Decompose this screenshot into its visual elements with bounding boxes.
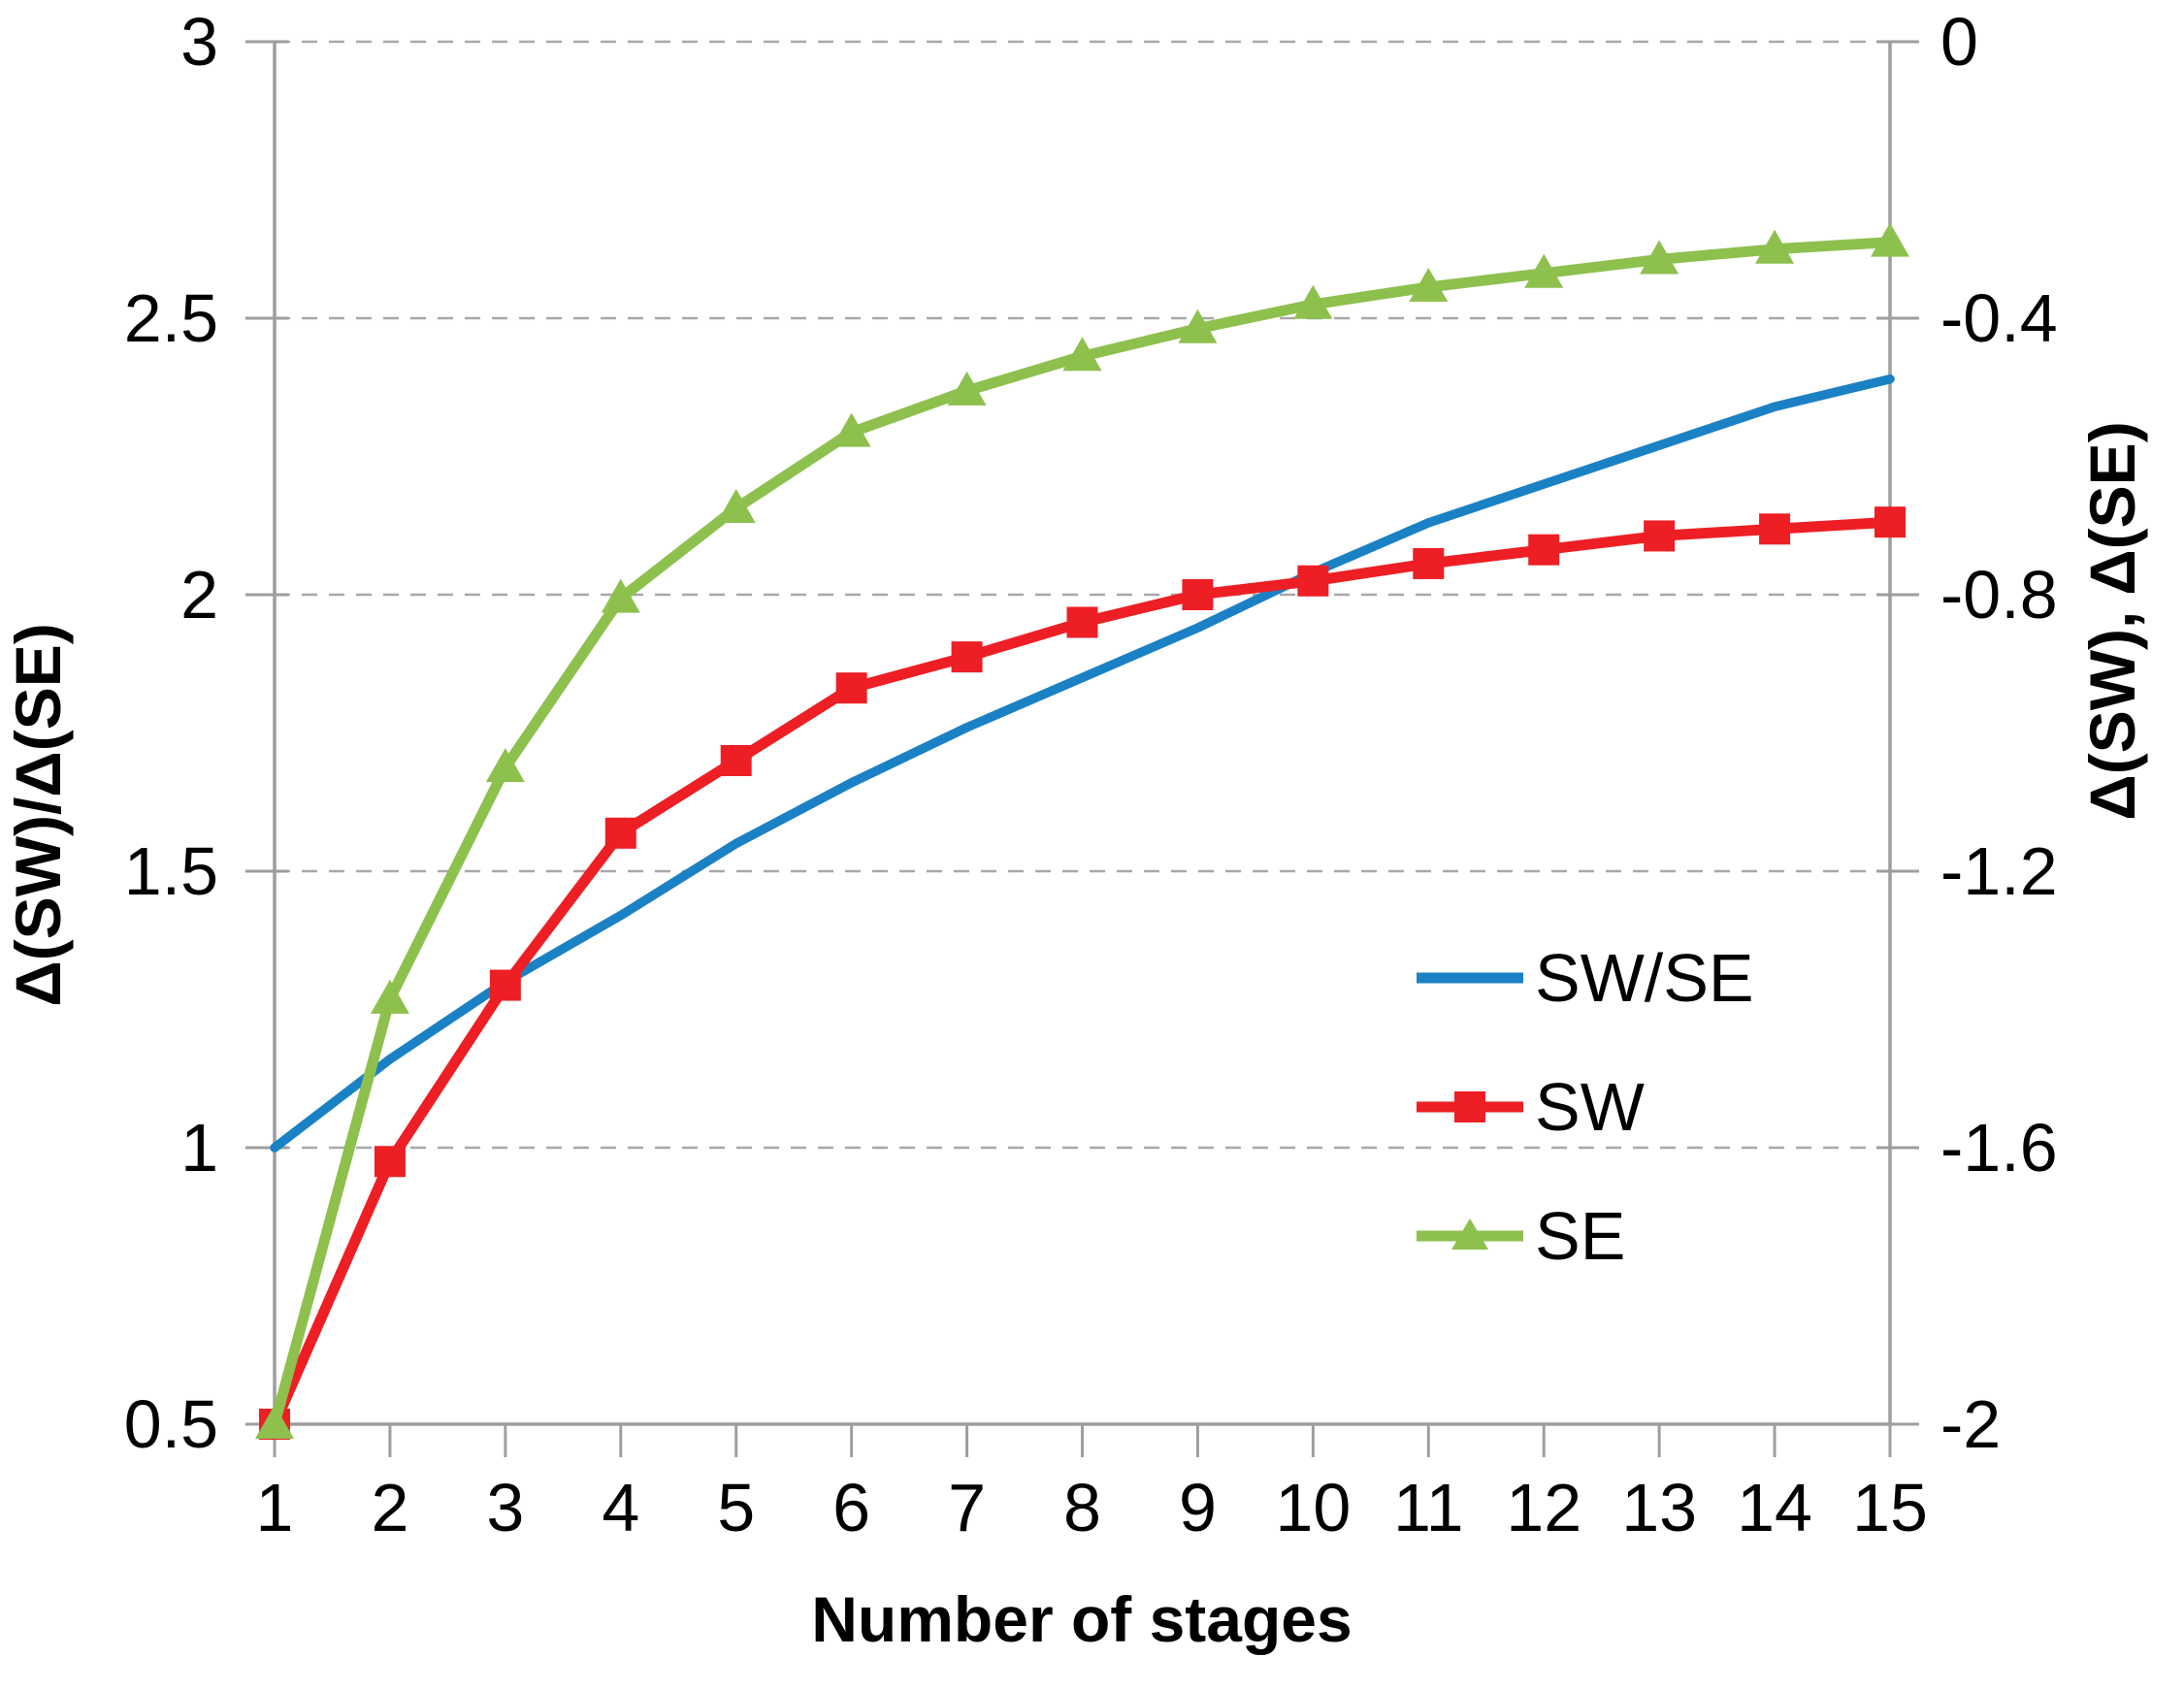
- left-axis-tick-label: 3: [180, 4, 218, 80]
- plot-series: [255, 222, 1909, 1440]
- x-axis-tick-label: 6: [832, 1470, 870, 1545]
- x-axis-tick-label: 3: [486, 1470, 524, 1545]
- x-axis-tick-label: 15: [1852, 1470, 1928, 1545]
- se-triangle-marker: [1755, 229, 1795, 264]
- left-axis-tick-label: 1.5: [124, 833, 218, 909]
- left-y-axis-title: Δ(SW)/Δ(SE): [2, 623, 74, 1006]
- legend-se-label: SE: [1535, 1198, 1625, 1274]
- legend-se-triangle-marker: [1451, 1219, 1488, 1250]
- se-triangle-marker: [716, 488, 756, 523]
- axes: [245, 40, 1919, 1457]
- se-triangle-marker: [1524, 253, 1564, 288]
- x-axis-tick-label: 13: [1621, 1470, 1697, 1545]
- legend-sw-label: SW: [1535, 1069, 1645, 1145]
- gridlines: [275, 40, 1890, 1150]
- x-axis-title: Number of stages: [811, 1583, 1352, 1655]
- series-sw-se-line: [270, 374, 1895, 1153]
- sw-square-marker: [1759, 513, 1791, 545]
- sw-square-marker: [835, 672, 867, 704]
- right-axis-tick-label: -1.2: [1940, 833, 2058, 909]
- left-axis-tick-label: 2.5: [124, 280, 218, 356]
- tick-labels: 32.521.510.50-0.4-0.8-1.2-1.6-21 2 3 4 5 6 7 8 9…: [124, 4, 2058, 1545]
- se-triangle-marker: [831, 412, 871, 447]
- x-axis-tick-label: 14: [1737, 1470, 1812, 1545]
- se-triangle-marker: [601, 578, 640, 613]
- sw-square-marker: [951, 641, 983, 673]
- legend-item-sw-se: SW/SE: [1417, 940, 1754, 1016]
- se-triangle-marker: [947, 371, 987, 406]
- se-triangle-marker: [1293, 284, 1333, 319]
- x-axis-tick-label: 1: [256, 1470, 294, 1545]
- x-axis-tick-label: 8: [1063, 1470, 1101, 1545]
- se-triangle-marker: [1640, 240, 1679, 275]
- legend: SW/SE SW SE: [1417, 940, 1754, 1274]
- sw-square-marker: [1528, 534, 1560, 566]
- left-axis-tick-label: 0.5: [124, 1386, 218, 1462]
- x-axis-tick-label: 12: [1506, 1470, 1581, 1545]
- right-y-axis-title: Δ(SW), Δ(SE): [2076, 421, 2148, 820]
- sw-square-marker: [604, 817, 636, 849]
- x-axis-tick-label: 11: [1393, 1470, 1464, 1545]
- sw-square-marker: [489, 969, 521, 1001]
- x-axis-tick-label: 4: [602, 1470, 639, 1545]
- legend-sw-square-marker: [1454, 1091, 1485, 1122]
- sw-square-marker: [1413, 547, 1445, 579]
- se-triangle-marker: [1178, 309, 1218, 343]
- x-axis-tick-label: 7: [948, 1470, 986, 1545]
- sw-square-marker: [1874, 506, 1906, 538]
- se-triangle-marker: [255, 1405, 294, 1439]
- se-triangle-marker: [370, 979, 409, 1014]
- se-triangle-marker: [1062, 337, 1102, 372]
- series-se-line: [269, 237, 1896, 1430]
- sw-square-marker: [1644, 520, 1676, 552]
- right-axis-tick-label: -0.8: [1940, 557, 2058, 633]
- right-axis-tick-label: 0: [1940, 4, 1978, 80]
- sw-square-marker: [720, 745, 752, 776]
- right-axis-tick-label: -0.4: [1940, 280, 2058, 356]
- left-axis-tick-label: 1: [180, 1110, 218, 1186]
- x-axis-tick-label: 10: [1275, 1470, 1351, 1545]
- left-axis-tick-label: 2: [180, 557, 218, 633]
- legend-item-se: SE: [1417, 1198, 1625, 1274]
- right-axis-tick-label: -2: [1940, 1386, 2001, 1462]
- se-triangle-marker: [1409, 267, 1449, 302]
- x-axis-tick-label: 2: [371, 1470, 408, 1545]
- sw-square-marker: [1297, 565, 1329, 597]
- sw-square-marker: [374, 1146, 406, 1178]
- sw-square-marker: [1182, 579, 1214, 610]
- se-triangle-marker: [1871, 222, 1909, 257]
- sw-square-marker: [1066, 606, 1098, 638]
- legend-swse-label: SW/SE: [1535, 940, 1754, 1016]
- se-triangle-marker: [485, 748, 525, 783]
- x-axis-tick-label: 5: [717, 1470, 755, 1545]
- x-axis-tick-label: 9: [1179, 1470, 1217, 1545]
- legend-item-sw: SW: [1417, 1069, 1645, 1145]
- right-axis-tick-label: -1.6: [1940, 1110, 2058, 1186]
